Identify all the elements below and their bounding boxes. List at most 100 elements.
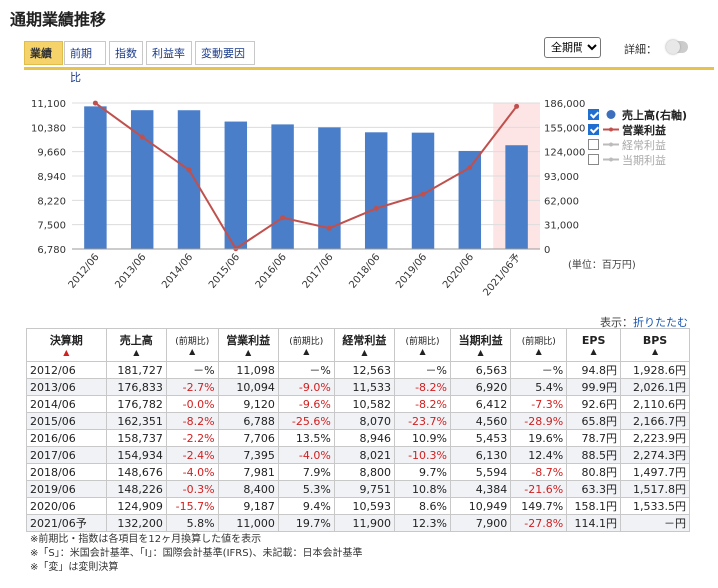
legend-item-net[interactable]: 当期利益	[588, 153, 687, 167]
gray-line-icon	[603, 154, 619, 165]
legend-item-ordinary[interactable]: 経常利益	[588, 138, 687, 152]
column-header[interactable]: (前期比) ▲	[394, 328, 451, 362]
legend-checkbox-ordinary[interactable]	[588, 139, 599, 150]
table-cell: 19.7%	[277, 514, 335, 532]
sort-arrow-icon[interactable]: ▲	[245, 348, 252, 357]
x-axis-tick-label: 2015/06	[207, 252, 242, 291]
right-axis-tick-label: 0	[544, 245, 550, 256]
column-header[interactable]: (前期比) ▲	[277, 328, 335, 362]
table-cell: -25.6%	[277, 412, 335, 430]
table-row: 2018/06 148,676 -4.0% 7,981 7.9% 8,800 9.7% 5,5…	[26, 463, 690, 481]
sort-arrow-icon[interactable]: ▲	[361, 348, 368, 357]
unit-label: (単位：百万円)	[568, 260, 636, 271]
table-row: 2020/06 124,909 -15.7% 9,187 9.4% 10,593 8.6% 1…	[26, 497, 690, 515]
legend-item-operating[interactable]: 営業利益	[588, 123, 687, 137]
column-header[interactable]: 決算期 ▲	[26, 328, 107, 362]
table-cell: 8,946	[333, 429, 396, 447]
table-cell: 148,676	[105, 463, 167, 481]
column-header[interactable]: BPS ▲	[620, 328, 690, 362]
table-cell: 158,737	[105, 429, 167, 447]
left-axis-tick-label: 6,780	[37, 245, 66, 256]
legend-label-net: 当期利益	[622, 153, 666, 167]
red-line-icon	[603, 124, 619, 135]
detail-toggle[interactable]	[666, 40, 688, 54]
table-cell: 6,788	[217, 412, 279, 430]
table-cell: 1,533.5円	[620, 497, 690, 515]
table-cell: -21.6%	[510, 480, 568, 498]
table-cell: -8.2%	[394, 395, 451, 413]
sort-arrow-icon[interactable]: ▲	[303, 346, 310, 356]
sort-arrow-icon[interactable]: ▲	[651, 346, 659, 356]
x-axis-tick-label: 2017/06	[301, 252, 336, 291]
table-cell: 2,166.7円	[620, 412, 690, 430]
table-row: 2019/06 148,226 -0.3% 8,400 5.3% 9,751 10.8% 4,…	[26, 480, 690, 498]
column-header[interactable]: 売上高 ▲	[105, 328, 167, 362]
table-cell: 8,400	[217, 480, 279, 498]
fold-link[interactable]: 折りたたむ	[633, 316, 688, 329]
legend-checkbox-operating[interactable]	[588, 124, 599, 135]
table-cell: 7,395	[217, 446, 279, 464]
legend-checkbox-sales[interactable]	[588, 109, 599, 120]
operating-profit-point	[92, 100, 98, 106]
sort-arrow-icon[interactable]: ▲	[477, 348, 484, 357]
column-header[interactable]: EPS ▲	[566, 328, 622, 362]
legend-item-sales[interactable]: 売上高(右軸)	[588, 108, 687, 122]
table-cell: 2019/06	[26, 480, 107, 498]
x-axis-tick-label: 2014/06	[160, 252, 195, 291]
tab-index[interactable]: 指数	[109, 41, 143, 65]
table-cell: 158.1円	[566, 497, 622, 515]
sort-arrow-icon[interactable]: ▲	[189, 346, 196, 356]
x-axis-tick-label: 2012/06	[67, 252, 102, 291]
table-cell: 2012/06	[26, 361, 107, 379]
table-row: 2012/06 181,727 －% 11,098 －% 12,563 －% 6,563 －% 9…	[26, 361, 690, 379]
table-cell: -8.2%	[394, 378, 451, 396]
tab-change-factors[interactable]: 変動要因	[195, 41, 255, 65]
x-axis-tick-label: 2018/06	[347, 252, 382, 291]
tab-yoy[interactable]: 前期比	[64, 41, 106, 84]
table-cell: 7,900	[449, 514, 512, 532]
gray-line-icon	[603, 139, 619, 150]
right-axis-tick-label: 124,000	[544, 148, 585, 159]
table-cell: 114.1円	[566, 514, 622, 532]
left-axis-tick-label: 10,380	[31, 123, 66, 134]
table-cell: 2018/06	[26, 463, 107, 481]
table-cell: -4.0%	[277, 446, 335, 464]
sales-bar	[271, 124, 294, 249]
display-label: 表示：	[600, 316, 633, 329]
legend-checkbox-net[interactable]	[588, 154, 599, 165]
column-header[interactable]: 経常利益 ▲	[333, 328, 396, 362]
table-cell: －円	[620, 514, 690, 532]
sort-arrow-icon[interactable]: ▲	[419, 346, 426, 356]
table-cell: 148,226	[105, 480, 167, 498]
column-header-label: 営業利益	[226, 334, 271, 347]
column-header[interactable]: 営業利益 ▲	[217, 328, 279, 362]
sort-arrow-icon[interactable]: ▲	[133, 348, 140, 357]
tab-margin[interactable]: 利益率	[146, 41, 192, 65]
left-axis-tick-label: 7,500	[37, 221, 66, 232]
table-cell: 154,934	[105, 446, 167, 464]
column-header[interactable]: (前期比) ▲	[165, 328, 219, 362]
table-cell: 92.6円	[566, 395, 622, 413]
sort-arrow-icon[interactable]: ▲	[590, 346, 597, 356]
table-cell: 94.8円	[566, 361, 622, 379]
x-axis-tick-label: 2019/06	[394, 252, 429, 291]
tab-performance[interactable]: 業績	[24, 41, 63, 65]
column-header[interactable]: 当期利益 ▲	[449, 328, 512, 362]
table-cell: 2,223.9円	[620, 429, 690, 447]
table-header-row: 決算期 ▲ 売上高 ▲ (前期比) ▲ 営業利益 ▲ (前期比) ▲ 経常利益 ▲ (前期比) ▲ 当期利益…	[26, 328, 690, 362]
left-axis-tick-label: 8,940	[37, 172, 66, 183]
right-axis-tick-label: 62,000	[544, 196, 579, 207]
period-select[interactable]: 全期間	[544, 37, 601, 58]
operating-profit-point	[373, 205, 379, 211]
sort-arrow-icon[interactable]: ▲	[535, 346, 542, 356]
table-cell: 9,187	[217, 497, 279, 515]
table-cell: -9.6%	[277, 395, 335, 413]
column-header[interactable]: (前期比) ▲	[510, 328, 568, 362]
table-cell: 2014/06	[26, 395, 107, 413]
table-cell: 149.7%	[510, 497, 568, 515]
display-control: 表示：折りたたむ	[600, 314, 688, 330]
table-cell: -2.2%	[165, 429, 219, 447]
table-cell: 2,274.3円	[620, 446, 690, 464]
sort-arrow-icon[interactable]: ▲	[63, 348, 70, 357]
table-cell: 176,782	[105, 395, 167, 413]
